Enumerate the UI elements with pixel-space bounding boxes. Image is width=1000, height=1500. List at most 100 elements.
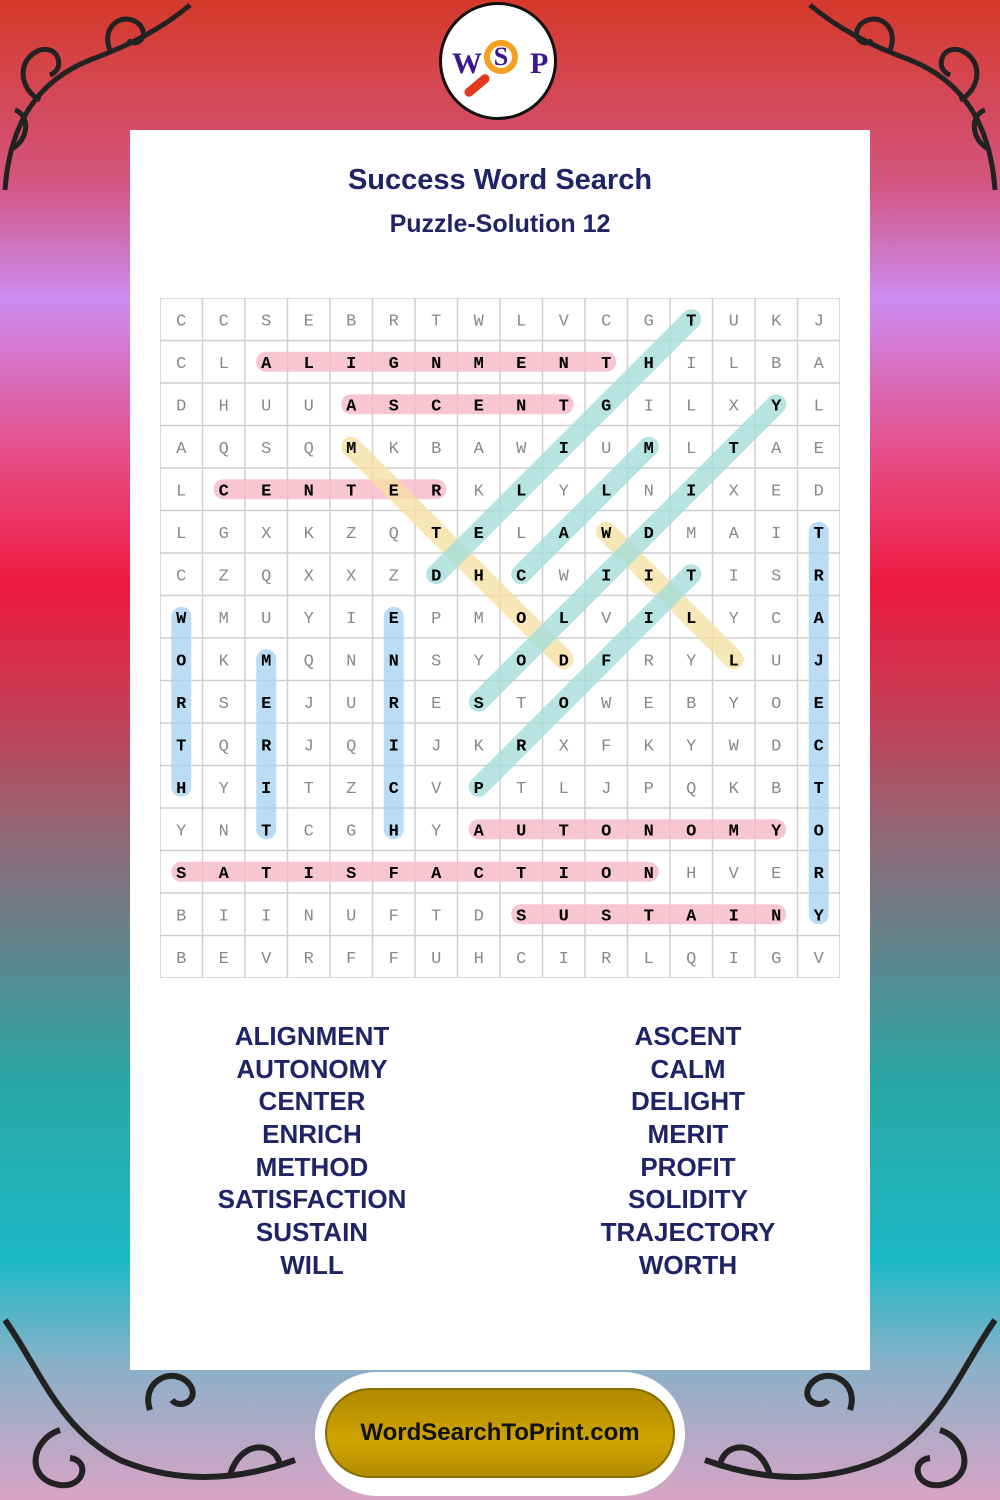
grid-cell[interactable]: Q [686, 950, 696, 969]
grid-cell[interactable]: S [474, 695, 484, 714]
grid-cell[interactable]: N [304, 907, 314, 926]
grid-cell[interactable]: N [304, 482, 314, 501]
grid-cell[interactable]: Q [304, 652, 314, 671]
grid-cell[interactable]: S [771, 567, 781, 586]
grid-cell[interactable]: F [389, 950, 399, 969]
grid-cell[interactable]: E [389, 482, 399, 501]
grid-cell[interactable]: X [346, 567, 356, 586]
grid-cell[interactable]: I [261, 780, 271, 799]
grid-cell[interactable]: M [686, 525, 696, 544]
grid-cell[interactable]: R [261, 737, 272, 756]
grid-cell[interactable]: L [176, 525, 186, 544]
grid-cell[interactable]: H [474, 567, 484, 586]
grid-cell[interactable]: W [601, 525, 612, 544]
grid-cell[interactable]: A [729, 525, 740, 544]
grid-cell[interactable]: G [601, 397, 611, 416]
grid-cell[interactable]: M [261, 652, 271, 671]
grid-cell[interactable]: O [601, 822, 611, 841]
grid-cell[interactable]: K [644, 737, 655, 756]
grid-cell[interactable]: D [644, 525, 654, 544]
grid-cell[interactable]: G [219, 525, 229, 544]
grid-cell[interactable]: I [729, 567, 739, 586]
grid-cell[interactable]: W [474, 312, 485, 331]
grid-cell[interactable]: T [729, 440, 739, 459]
grid-cell[interactable]: O [814, 822, 824, 841]
grid-cell[interactable]: C [176, 567, 186, 586]
grid-cell[interactable]: Y [771, 822, 782, 841]
grid-cell[interactable]: L [559, 780, 569, 799]
grid-cell[interactable]: E [304, 312, 314, 331]
grid-cell[interactable]: H [474, 950, 484, 969]
grid-cell[interactable]: X [729, 482, 739, 501]
grid-cell[interactable]: B [176, 950, 186, 969]
grid-cell[interactable]: X [261, 525, 271, 544]
grid-cell[interactable]: T [261, 822, 271, 841]
grid-cell[interactable]: M [219, 610, 229, 629]
grid-cell[interactable]: T [516, 780, 526, 799]
grid-cell[interactable]: E [814, 695, 824, 714]
grid-cell[interactable]: I [644, 610, 654, 629]
grid-cell[interactable]: W [176, 610, 187, 629]
grid-cell[interactable]: Y [431, 822, 441, 841]
grid-cell[interactable]: V [261, 950, 272, 969]
grid-cell[interactable]: O [176, 652, 186, 671]
grid-cell[interactable]: T [686, 567, 696, 586]
grid-cell[interactable]: Z [219, 567, 229, 586]
grid-cell[interactable]: F [389, 907, 399, 926]
grid-cell[interactable]: V [601, 610, 612, 629]
grid-cell[interactable]: C [389, 780, 399, 799]
grid-cell[interactable]: J [814, 312, 824, 331]
grid-cell[interactable]: R [431, 482, 442, 501]
grid-cell[interactable]: L [729, 355, 739, 374]
grid-cell[interactable]: J [304, 737, 314, 756]
grid-cell[interactable]: S [219, 695, 229, 714]
grid-cell[interactable]: B [431, 440, 441, 459]
grid-cell[interactable]: D [431, 567, 441, 586]
grid-cell[interactable]: S [261, 440, 271, 459]
grid-cell[interactable]: U [431, 950, 441, 969]
grid-cell[interactable]: Q [219, 737, 229, 756]
grid-cell[interactable]: I [559, 865, 569, 884]
grid-cell[interactable]: D [814, 482, 824, 501]
grid-cell[interactable]: R [516, 737, 527, 756]
grid-cell[interactable]: M [729, 822, 739, 841]
grid-cell[interactable]: M [474, 355, 484, 374]
grid-cell[interactable]: D [176, 397, 186, 416]
grid-cell[interactable]: Y [686, 737, 696, 756]
grid-cell[interactable]: L [176, 482, 186, 501]
grid-cell[interactable]: T [431, 907, 441, 926]
grid-cell[interactable]: M [474, 610, 484, 629]
grid-cell[interactable]: P [431, 610, 441, 629]
grid-cell[interactable]: U [729, 312, 739, 331]
grid-cell[interactable]: C [431, 397, 441, 416]
grid-cell[interactable]: N [219, 822, 229, 841]
grid-cell[interactable]: T [686, 312, 696, 331]
grid-cell[interactable]: Q [686, 780, 696, 799]
grid-cell[interactable]: H [219, 397, 229, 416]
grid-cell[interactable]: A [431, 865, 442, 884]
grid-cell[interactable]: B [686, 695, 696, 714]
grid-cell[interactable]: L [219, 355, 229, 374]
grid-cell[interactable]: K [729, 780, 740, 799]
grid-cell[interactable]: L [686, 440, 696, 459]
grid-cell[interactable]: V [431, 780, 442, 799]
grid-cell[interactable]: T [431, 312, 441, 331]
grid-cell[interactable]: Y [176, 822, 186, 841]
grid-cell[interactable]: E [389, 610, 399, 629]
grid-cell[interactable]: U [261, 397, 271, 416]
grid-cell[interactable]: D [474, 907, 484, 926]
grid-cell[interactable]: Y [559, 482, 569, 501]
grid-cell[interactable]: E [474, 397, 484, 416]
grid-cell[interactable]: N [516, 397, 526, 416]
grid-cell[interactable]: B [346, 312, 356, 331]
grid-cell[interactable]: Y [304, 610, 314, 629]
grid-cell[interactable]: C [516, 567, 526, 586]
grid-cell[interactable]: I [729, 950, 739, 969]
grid-cell[interactable]: V [559, 312, 570, 331]
grid-cell[interactable]: C [474, 865, 484, 884]
grid-cell[interactable]: A [176, 440, 187, 459]
grid-cell[interactable]: T [814, 525, 824, 544]
grid-cell[interactable]: U [346, 907, 356, 926]
grid-cell[interactable]: R [176, 695, 187, 714]
grid-cell[interactable]: H [686, 865, 696, 884]
